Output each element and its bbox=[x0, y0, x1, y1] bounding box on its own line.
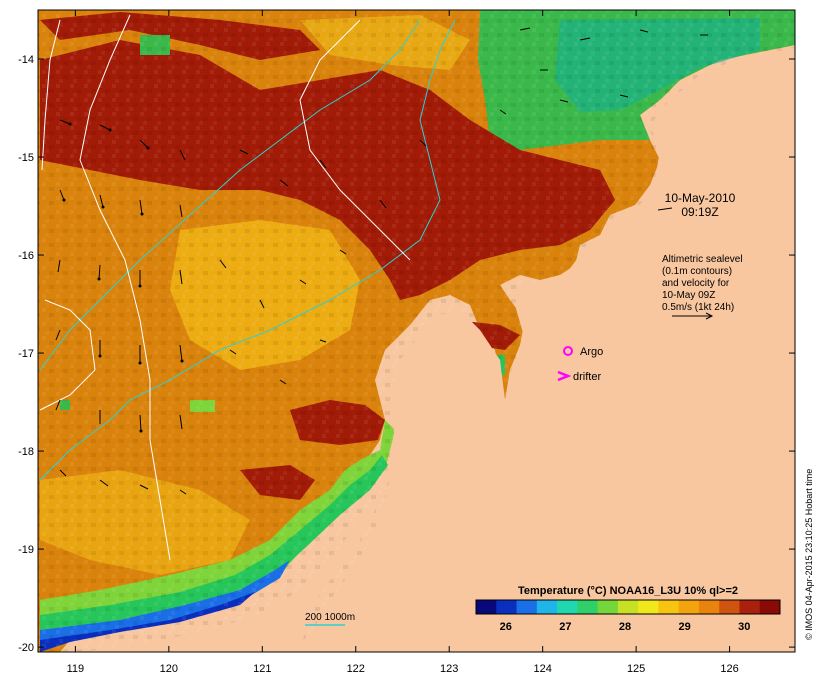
south-coast-land bbox=[80, 440, 395, 652]
colorbar-swatch bbox=[698, 600, 720, 614]
colorbar-swatch bbox=[759, 600, 781, 614]
sealevel-contour bbox=[79, 14, 171, 561]
sealevel-legend-line: and velocity for bbox=[662, 278, 730, 289]
latitude-labels: -14 -15 -16 -17 -18 -19 -20 bbox=[18, 54, 34, 654]
lon-tick-label: 120 bbox=[160, 663, 178, 675]
colorbar-labels: 26 27 28 29 30 bbox=[500, 621, 751, 633]
isobath-legend-label: 200 1000m bbox=[305, 612, 355, 623]
colorbar-swatch bbox=[658, 600, 680, 614]
colorbar-swatch bbox=[678, 600, 700, 614]
colorbar-swatch bbox=[577, 600, 599, 614]
colorbar-swatch bbox=[496, 600, 518, 614]
sealevel-contour bbox=[299, 19, 411, 261]
colorbar-title: Temperature (°C) NOAA16_L3U 10% ql>=2 bbox=[518, 585, 738, 597]
argo-label: Argo bbox=[580, 346, 603, 358]
lon-tick-label: 122 bbox=[347, 663, 365, 675]
lon-tick-label: 126 bbox=[720, 663, 738, 675]
drifter-label: drifter bbox=[573, 371, 601, 383]
colorbar-tick-label: 26 bbox=[500, 621, 512, 633]
colorbar-tick-label: 28 bbox=[619, 621, 631, 633]
lon-tick-label: 123 bbox=[440, 663, 458, 675]
sealevel-legend-line: 0.5m/s (1kt 24h) bbox=[662, 302, 734, 313]
colorbar-tick-label: 29 bbox=[679, 621, 691, 633]
drifter-marker bbox=[557, 370, 572, 382]
plot-frame bbox=[37, 9, 796, 653]
axis-ticks bbox=[38, 10, 795, 652]
colorbar-frame bbox=[475, 599, 781, 615]
date-label: 10-May-2010 bbox=[665, 191, 736, 205]
sealevel-contour bbox=[39, 299, 96, 411]
scale-arrow-head bbox=[705, 312, 714, 320]
date-pointer bbox=[657, 207, 673, 211]
argo-marker bbox=[563, 346, 573, 356]
colorbar-swatch bbox=[536, 600, 558, 614]
time-label: 09:19Z bbox=[681, 205, 718, 219]
isobath-1000m bbox=[39, 19, 421, 371]
lat-tick-label: -14 bbox=[18, 54, 34, 66]
longitude-labels: 119 120 121 122 123 124 125 126 bbox=[67, 663, 739, 675]
velocity-arrow-heads bbox=[62, 122, 184, 433]
lat-tick-label: -19 bbox=[18, 544, 34, 556]
lon-tick-label: 124 bbox=[533, 663, 551, 675]
velocity-arrows bbox=[55, 27, 708, 495]
colorbar-swatch bbox=[476, 600, 497, 614]
colorbar-swatch bbox=[557, 600, 578, 614]
isobath-200m bbox=[39, 19, 456, 481]
credit-text: © IMOS 04-Apr-2015 23:10:25 Hobart time bbox=[804, 469, 814, 640]
colorbar-swatch bbox=[617, 600, 639, 614]
sealevel-legend-line: (0.1m contours) bbox=[662, 266, 732, 277]
colorbar-tick-label: 27 bbox=[559, 621, 571, 633]
plot-area bbox=[38, 10, 795, 652]
sealevel-legend-line: 10-May 09Z bbox=[662, 290, 715, 301]
colorbar-swatch bbox=[597, 600, 619, 614]
colorbar-swatch bbox=[739, 600, 761, 614]
lat-tick-label: -16 bbox=[18, 250, 34, 262]
land-mass-cover bbox=[300, 48, 795, 652]
lon-tick-label: 121 bbox=[253, 663, 271, 675]
lat-tick-label: -15 bbox=[18, 152, 34, 164]
colorbar-swatch bbox=[719, 600, 740, 614]
lat-tick-label: -18 bbox=[18, 446, 34, 458]
colorbar-swatch bbox=[516, 600, 538, 614]
lon-tick-label: 125 bbox=[627, 663, 645, 675]
sealevel-legend: Altimetric sealevel (0.1m contours) and … bbox=[662, 254, 743, 313]
sealevel-contour bbox=[41, 19, 61, 171]
lat-tick-label: -20 bbox=[18, 642, 34, 654]
colorbar bbox=[475, 599, 781, 615]
colorbar-tick-label: 30 bbox=[738, 621, 750, 633]
colorbar-swatch bbox=[638, 600, 659, 614]
lat-tick-label: -17 bbox=[18, 348, 34, 360]
sealevel-legend-line: Altimetric sealevel bbox=[662, 254, 743, 265]
lon-tick-label: 119 bbox=[67, 663, 85, 675]
